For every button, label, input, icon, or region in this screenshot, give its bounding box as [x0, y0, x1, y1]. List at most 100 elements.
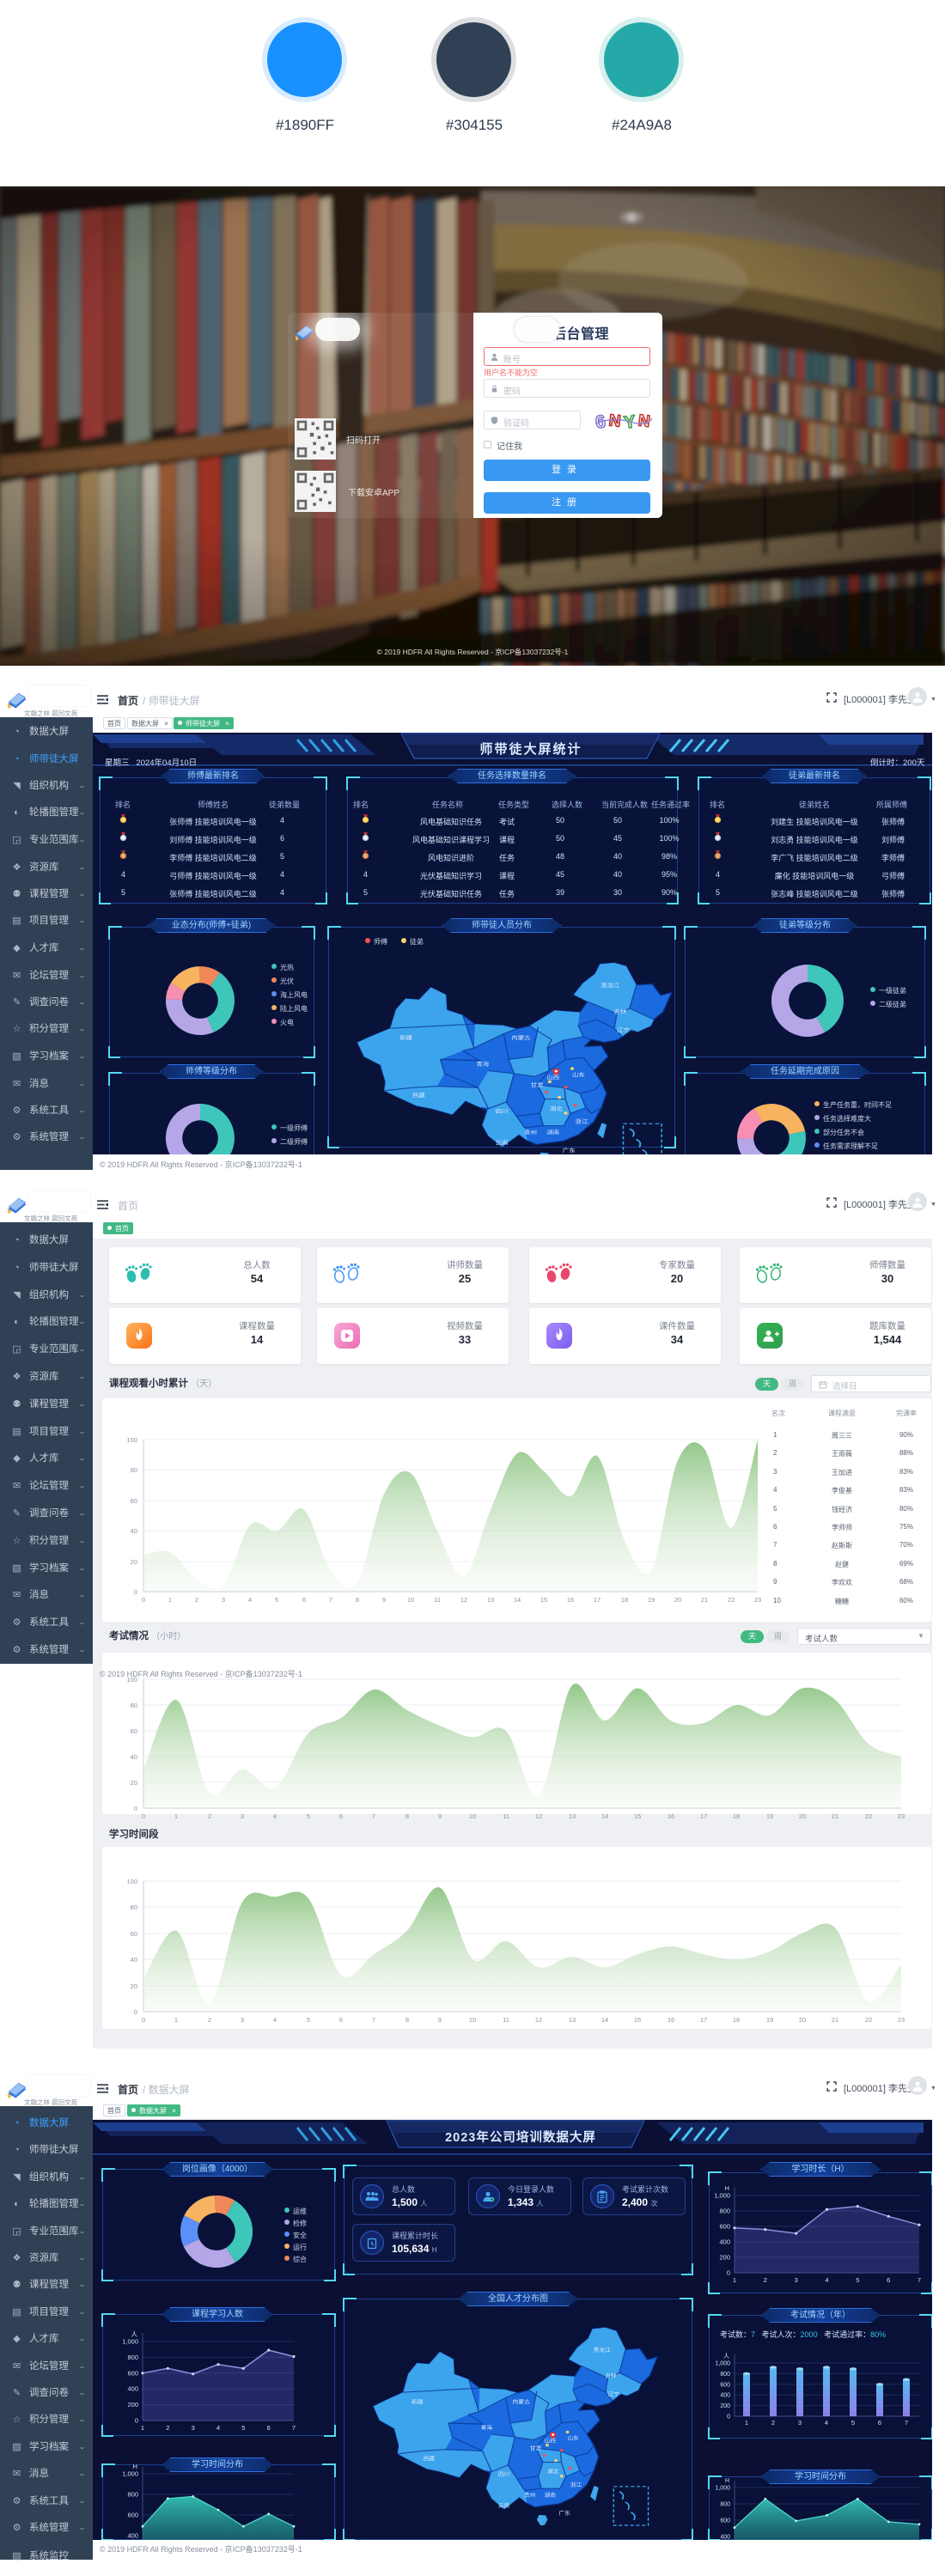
- svg-text:湖北: 湖北: [547, 2468, 559, 2475]
- svg-text:20: 20: [674, 1596, 681, 1604]
- svg-text:4: 4: [825, 2276, 828, 2284]
- svg-text:6: 6: [339, 1812, 343, 1820]
- svg-text:2: 2: [208, 1812, 211, 1820]
- svg-text:8: 8: [356, 1596, 359, 1604]
- svg-text:13: 13: [487, 1596, 494, 1604]
- svg-text:20: 20: [799, 1812, 806, 1820]
- svg-text:17: 17: [594, 1596, 601, 1604]
- svg-text:7: 7: [372, 1812, 375, 1820]
- svg-text:17: 17: [700, 2016, 707, 2024]
- svg-text:N: N: [637, 411, 651, 431]
- svg-text:11: 11: [434, 1596, 441, 1604]
- svg-text:800: 800: [720, 2502, 730, 2508]
- svg-text:11: 11: [503, 1812, 509, 1820]
- svg-text:3: 3: [798, 2419, 802, 2427]
- svg-text:6: 6: [267, 2424, 271, 2432]
- svg-text:吉林: 吉林: [613, 1008, 626, 1015]
- svg-text:12: 12: [460, 1596, 467, 1604]
- svg-text:5: 5: [307, 1812, 310, 1820]
- svg-text:1: 1: [168, 1596, 172, 1604]
- svg-text:内蒙古: 内蒙古: [511, 1034, 531, 1041]
- svg-text:20: 20: [799, 2016, 806, 2024]
- svg-text:22: 22: [865, 1812, 872, 1820]
- svg-text:400: 400: [719, 2238, 730, 2246]
- svg-text:13: 13: [569, 2016, 576, 2024]
- svg-text:800: 800: [127, 2491, 138, 2499]
- svg-text:400: 400: [127, 2532, 138, 2540]
- svg-text:H: H: [725, 2478, 729, 2484]
- svg-text:5: 5: [275, 1596, 278, 1604]
- svg-text:2: 2: [771, 2419, 775, 2427]
- svg-text:1: 1: [174, 2016, 178, 2024]
- svg-text:20: 20: [131, 1558, 137, 1566]
- svg-text:1: 1: [141, 2424, 144, 2432]
- svg-text:0: 0: [727, 2415, 730, 2421]
- svg-text:N: N: [608, 411, 622, 430]
- svg-text:10: 10: [407, 1596, 414, 1604]
- svg-text:西藏: 西藏: [412, 1092, 425, 1099]
- svg-text:7: 7: [918, 2276, 921, 2284]
- svg-text:山西: 山西: [546, 1074, 559, 1081]
- svg-text:9: 9: [382, 1596, 386, 1604]
- svg-text:13: 13: [569, 1812, 576, 1820]
- svg-text:新疆: 新疆: [412, 2398, 424, 2405]
- svg-text:2: 2: [764, 2276, 767, 2284]
- svg-text:16: 16: [668, 1812, 674, 1820]
- svg-text:1: 1: [174, 1812, 178, 1820]
- svg-text:3: 3: [241, 1812, 244, 1820]
- svg-text:6: 6: [887, 2276, 890, 2284]
- svg-text:16: 16: [567, 1596, 574, 1604]
- svg-text:1,000: 1,000: [715, 2361, 730, 2367]
- svg-text:23: 23: [754, 1596, 761, 1604]
- svg-text:15: 15: [634, 2016, 641, 2024]
- svg-text:22: 22: [728, 1596, 735, 1604]
- svg-text:贵州: 贵州: [524, 2491, 535, 2498]
- svg-text:7: 7: [329, 1596, 332, 1604]
- svg-text:7: 7: [905, 2419, 908, 2427]
- svg-text:贵州: 贵州: [524, 1129, 537, 1136]
- svg-text:16: 16: [668, 2016, 674, 2024]
- svg-text:5: 5: [856, 2276, 859, 2284]
- svg-text:10: 10: [469, 1812, 476, 1820]
- svg-text:3: 3: [241, 2016, 244, 2024]
- svg-text:12: 12: [535, 2016, 542, 2024]
- svg-text:广东: 广东: [563, 1147, 576, 1154]
- svg-text:云南: 云南: [496, 1139, 509, 1146]
- svg-text:80: 80: [131, 1466, 137, 1474]
- svg-text:21: 21: [832, 1812, 838, 1820]
- svg-text:6: 6: [339, 2016, 343, 2024]
- svg-text:6: 6: [878, 2419, 881, 2427]
- svg-text:0: 0: [142, 1812, 145, 1820]
- svg-text:山西: 山西: [545, 2437, 556, 2444]
- svg-text:Y: Y: [623, 412, 637, 433]
- svg-text:0: 0: [142, 2016, 145, 2024]
- svg-text:18: 18: [733, 1812, 740, 1820]
- svg-text:湖南: 湖南: [546, 1129, 559, 1136]
- svg-text:0: 0: [134, 1805, 137, 1812]
- svg-text:青海: 青海: [476, 1061, 489, 1068]
- svg-text:19: 19: [766, 2016, 773, 2024]
- svg-text:6: 6: [302, 1596, 306, 1604]
- svg-text:新疆: 新疆: [399, 1034, 412, 1041]
- svg-text:1,000: 1,000: [715, 2486, 730, 2492]
- svg-text:2: 2: [195, 1596, 198, 1604]
- svg-text:H: H: [725, 2184, 729, 2192]
- svg-text:22: 22: [865, 2016, 872, 2024]
- svg-text:2: 2: [166, 2424, 169, 2432]
- svg-text:600: 600: [127, 2369, 138, 2377]
- svg-text:4: 4: [216, 2424, 220, 2432]
- svg-text:8: 8: [405, 1812, 409, 1820]
- svg-text:甘肃: 甘肃: [531, 1081, 544, 1088]
- svg-text:4: 4: [248, 1596, 252, 1604]
- svg-text:21: 21: [832, 2016, 838, 2024]
- svg-text:0: 0: [134, 1588, 137, 1596]
- svg-text:18: 18: [733, 2016, 740, 2024]
- svg-text:14: 14: [514, 1596, 521, 1604]
- svg-text:辽宁: 辽宁: [608, 2390, 619, 2397]
- svg-text:人: 人: [723, 2353, 729, 2360]
- svg-text:1,000: 1,000: [122, 2338, 138, 2346]
- svg-text:四川: 四川: [498, 2471, 509, 2478]
- svg-text:吉林: 吉林: [605, 2372, 617, 2379]
- svg-text:1,000: 1,000: [714, 2192, 730, 2200]
- svg-text:云南: 云南: [498, 2501, 509, 2508]
